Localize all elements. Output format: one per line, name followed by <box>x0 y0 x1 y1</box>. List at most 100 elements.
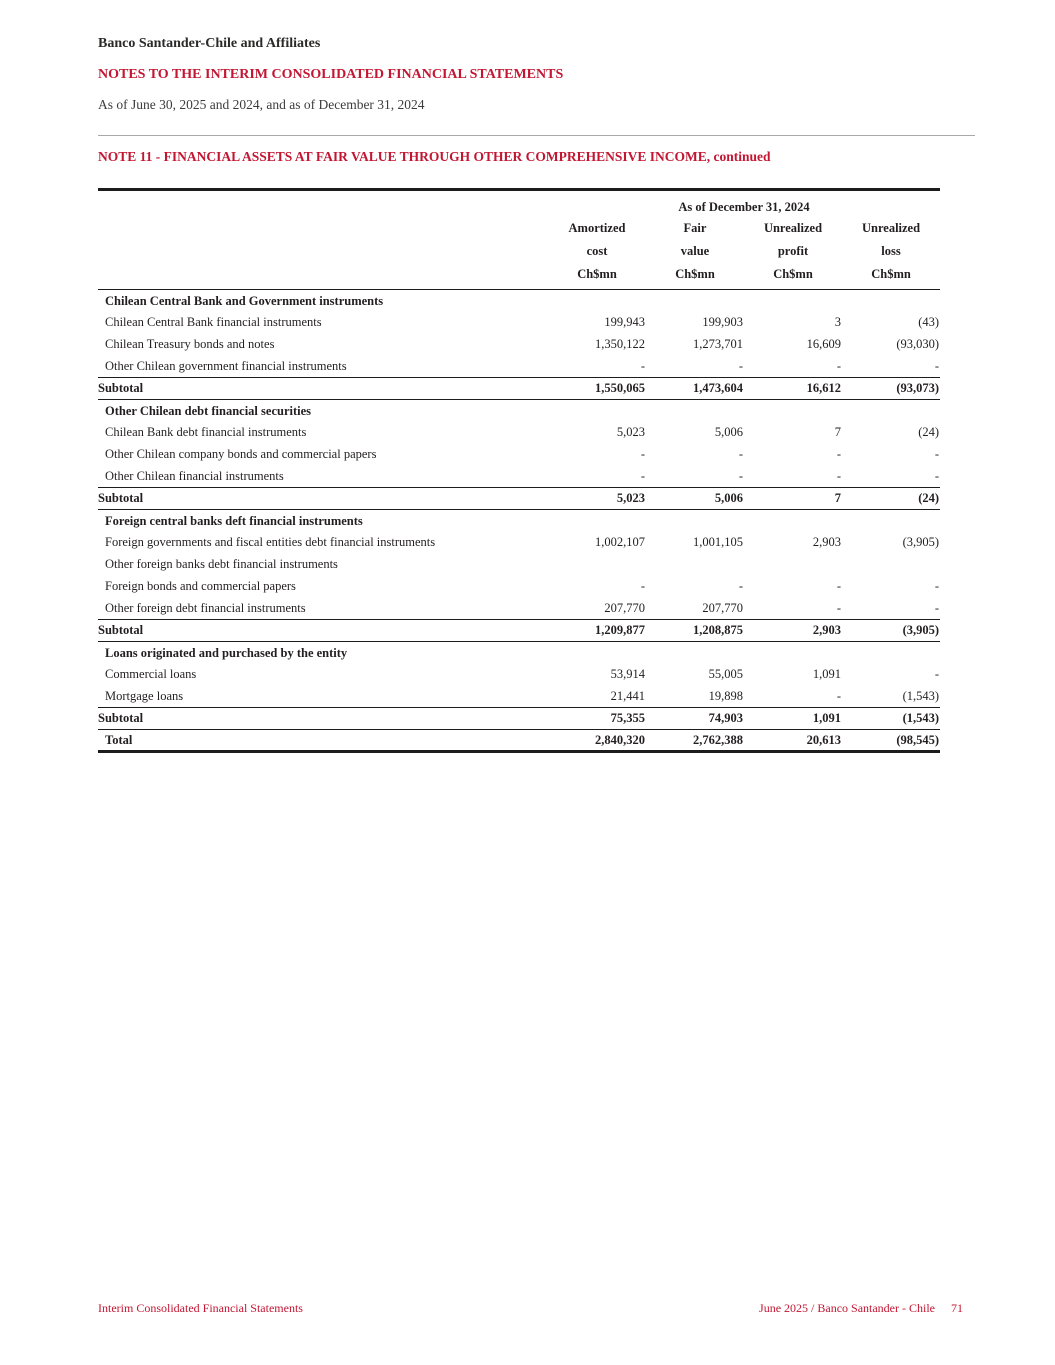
row-label: Other Chilean company bonds and commerci… <box>105 447 377 461</box>
row-value <box>842 510 940 532</box>
row-value: 1,001,105 <box>693 535 743 549</box>
column-header-amortized-cost: Amortized cost Ch$mn <box>548 217 646 290</box>
row-value: - <box>836 688 841 703</box>
row-label: Subtotal <box>98 707 548 730</box>
row-value <box>744 642 842 664</box>
row-value <box>744 554 842 576</box>
row-value: 1,273,701 <box>693 337 743 351</box>
column-header-line: cost <box>586 244 608 258</box>
row-value: 207,770 <box>702 600 743 615</box>
row-value: - <box>738 447 743 461</box>
data-row: Commercial loans 53,914 55,005 1,091 - <box>98 664 940 686</box>
row-label: Commercial loans <box>105 667 197 681</box>
row-value: 5,006 <box>646 487 744 510</box>
row-value: - <box>738 579 743 593</box>
row-value <box>744 290 842 312</box>
row-label: Foreign central banks deft financial ins… <box>105 514 363 529</box>
subtotal-row: Subtotal 1,550,065 1,473,604 16,612 (93,073) <box>98 377 941 400</box>
row-value <box>744 510 842 532</box>
column-header-line: Unrealized <box>861 221 921 235</box>
data-row: Chilean Central Bank financial instrumen… <box>98 312 940 334</box>
row-value <box>842 290 940 312</box>
row-value <box>842 642 940 664</box>
row-value: - <box>836 579 841 593</box>
row-value <box>548 554 646 576</box>
column-header-line: value <box>680 244 710 258</box>
subtotal-row: Subtotal 1,209,877 1,208,875 2,903 (3,905) <box>98 619 941 642</box>
row-label: Loans originated and purchased by the en… <box>105 646 348 661</box>
row-value: (93,030) <box>896 337 940 351</box>
row-value: 1,091 <box>744 707 842 730</box>
row-value: 1,209,877 <box>548 619 646 642</box>
row-label: Other foreign debt financial instruments <box>105 600 306 615</box>
row-value: - <box>738 358 743 373</box>
subtotal-row: Subtotal 5,023 5,006 7 (24) <box>98 487 941 510</box>
row-value: 207,770 <box>604 600 645 615</box>
row-value: - <box>640 358 645 373</box>
page-footer: Interim Consolidated Financial Statement… <box>98 1301 963 1316</box>
row-value: - <box>934 667 940 681</box>
row-value: 1,473,604 <box>646 377 744 400</box>
row-value: 2,840,320 <box>548 729 646 753</box>
row-value: 5,023 <box>548 487 646 510</box>
column-header-unit: Ch$mn <box>773 267 813 281</box>
row-label: Chilean Central Bank and Government inst… <box>105 294 384 309</box>
document-title: NOTES TO THE INTERIM CONSOLIDATED FINANC… <box>98 67 564 82</box>
row-value <box>646 642 744 664</box>
row-value: - <box>836 468 841 483</box>
data-row: Chilean Treasury bonds and notes 1,350,12… <box>98 334 940 356</box>
row-value: - <box>640 447 645 461</box>
data-row: Foreign bonds and commercial papers - - - - <box>98 576 940 598</box>
row-value: 19,898 <box>708 688 743 703</box>
row-value: - <box>934 447 940 461</box>
page-number: 71 <box>951 1301 963 1315</box>
row-value: (24) <box>918 425 940 439</box>
row-label: Chilean Treasury bonds and notes <box>105 337 275 351</box>
row-value: 74,903 <box>646 707 744 730</box>
row-value: (24) <box>842 487 941 510</box>
column-header-row: Amortized cost Ch$mn Fair value Ch$mn Un… <box>98 217 941 290</box>
row-value: - <box>934 600 940 615</box>
data-row: Other foreign banks debt financial instr… <box>98 554 940 576</box>
row-value: - <box>836 600 841 615</box>
company-name: Banco Santander-Chile and Affiliates <box>98 36 321 51</box>
row-value: (43) <box>918 315 940 329</box>
row-label: Other foreign banks debt financial instr… <box>105 557 338 571</box>
row-label: Foreign governments and fiscal entities … <box>105 535 436 549</box>
row-label: Subtotal <box>98 619 548 642</box>
row-value <box>548 290 646 312</box>
page-content: Banco Santander-Chile and Affiliates NOT… <box>98 36 975 753</box>
row-value <box>646 510 744 532</box>
row-label: Chilean Bank debt financial instruments <box>105 425 307 439</box>
row-value: 55,005 <box>708 667 743 681</box>
column-header-line: Fair <box>683 221 707 235</box>
row-value: 1,208,875 <box>646 619 744 642</box>
row-value: - <box>640 579 645 593</box>
row-value: 7 <box>834 425 841 439</box>
row-value: (3,905) <box>902 535 940 549</box>
row-value: 1,350,122 <box>595 337 645 351</box>
row-value: 5,023 <box>616 425 645 439</box>
section-row: Foreign central banks deft financial ins… <box>98 510 940 532</box>
section-row: Loans originated and purchased by the en… <box>98 642 940 664</box>
column-header-line: Amortized <box>568 221 626 235</box>
row-label: Subtotal <box>98 377 548 400</box>
row-label: Foreign bonds and commercial papers <box>105 579 296 593</box>
row-value: - <box>934 468 940 483</box>
row-label: Mortgage loans <box>105 688 184 703</box>
data-row: Other Chilean financial instruments - - - - <box>98 466 940 488</box>
row-value: (93,073) <box>842 377 941 400</box>
row-value: (3,905) <box>842 619 941 642</box>
column-header-unrealized-profit: Unrealized profit Ch$mn <box>744 217 842 290</box>
row-value <box>548 642 646 664</box>
row-value: - <box>934 579 940 593</box>
row-value: 53,914 <box>610 667 645 681</box>
row-value: - <box>836 358 841 373</box>
row-value <box>548 400 646 422</box>
row-value: 75,355 <box>548 707 646 730</box>
row-value: 5,006 <box>714 425 743 439</box>
column-header-unit: Ch$mn <box>577 267 617 281</box>
row-value: - <box>738 468 743 483</box>
table-body: Chilean Central Bank and Government inst… <box>98 290 941 753</box>
